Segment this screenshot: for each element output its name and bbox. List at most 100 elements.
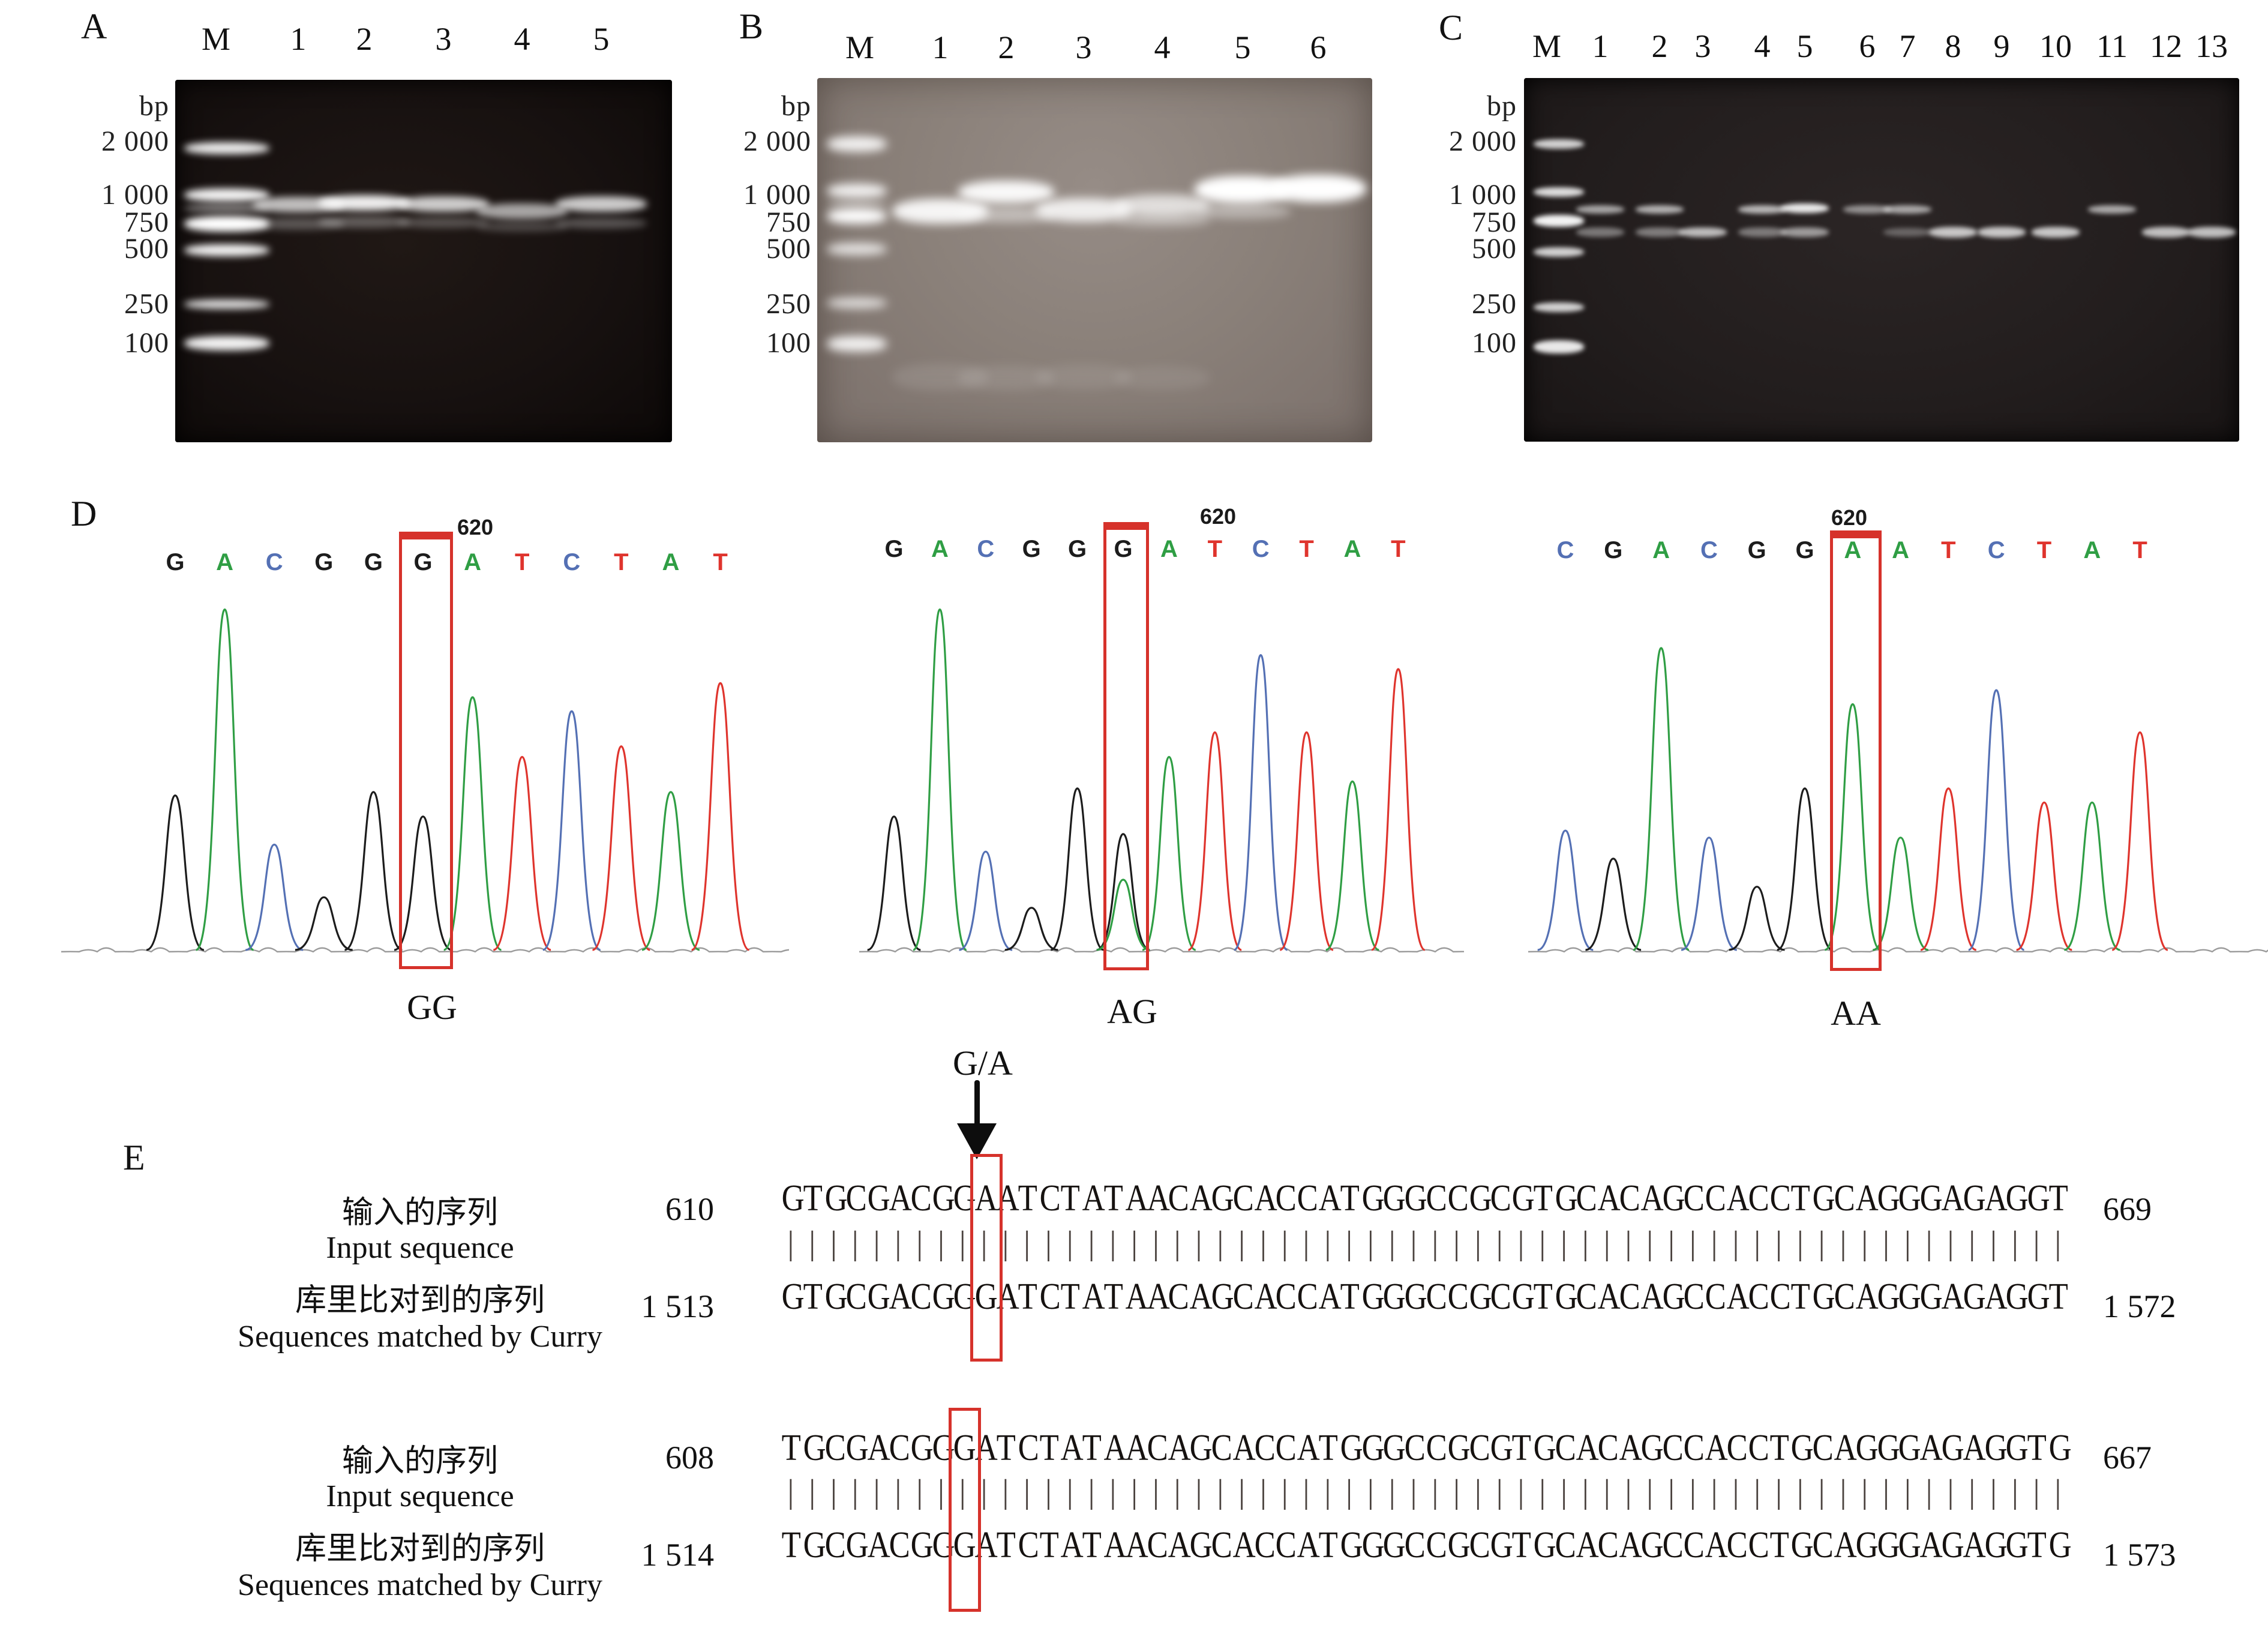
seq-base: T [2027,1525,2047,1566]
match-pipe: | [1582,1225,1589,1262]
marker-label-250: 250 [124,288,169,320]
seq-base: T [803,1276,823,1317]
base-letter-C: C [265,549,283,575]
gel-band [1679,227,1727,237]
match-pipe: | [959,1225,966,1262]
gel-band [1883,228,1931,236]
seq-base: G [1490,1525,1514,1566]
gel-band [476,203,568,219]
seq-base: G [781,1276,805,1317]
seq-base: G [932,1428,955,1468]
match-pipe: | [1195,1473,1202,1510]
seq-base: G [1189,1428,1213,1468]
match-pipe: | [1410,1473,1417,1510]
seq-base: G [2027,1178,2050,1219]
base-letter-C: C [1987,537,2005,563]
match-pipe: | [1539,1225,1546,1262]
seq-base: C [1232,1178,1254,1219]
seq-base: G [846,1525,869,1566]
genotype-label-AG: AG [1107,992,1157,1031]
seq-base: G [1919,1178,1943,1219]
seq-base: A [1984,1276,2008,1317]
position-tag: 620 [1200,504,1237,529]
match-pipe: | [1259,1473,1267,1510]
match-pipe: | [2011,1473,2018,1510]
seq-base: G [1941,1428,1964,1468]
match-pipe: | [1066,1473,1073,1510]
lane-label-c-8: 8 [1945,28,1961,64]
seq-base: G [2006,1276,2029,1317]
match-pipe: | [1861,1225,1868,1262]
seq-base: G [1533,1428,1556,1468]
seq-base: A [1168,1525,1192,1566]
base-letter-G: G [1747,537,1766,563]
match-pipe: | [1539,1473,1546,1510]
seq-base: G [803,1525,826,1566]
seq-base: A [1919,1428,1943,1468]
match-pipe: | [1840,1473,1847,1510]
match-pipe: | [1861,1473,1868,1510]
match-pipe: | [937,1473,945,1510]
seq-base: T [1018,1178,1037,1219]
seq-base: C [1447,1276,1469,1317]
seq-base: G [1941,1525,1964,1566]
seq-base: T [996,1428,1016,1468]
gel-band [827,200,887,208]
match-pipe: | [1367,1473,1375,1510]
seq-base: A [1125,1428,1148,1468]
seq-base: C [1018,1428,1039,1468]
seq-base: T [1791,1178,1811,1219]
lane-label-b-M: M [845,29,874,65]
seq-base: A [1705,1428,1729,1468]
lane-label-a-3: 3 [435,21,452,57]
position-tag: 620 [1831,505,1868,530]
match-pipe: | [809,1225,816,1262]
gel-band [892,363,988,391]
seq-base: G [1382,1428,1406,1468]
base-letter-C: C [1700,537,1718,563]
gel-band [827,136,887,152]
gel-image-c [1524,78,2239,442]
seq-base: C [1662,1525,1684,1566]
seq-base: G [1555,1276,1578,1317]
base-letter-T: T [1207,536,1223,562]
gel-band [319,195,410,211]
seq-base: T [1039,1428,1059,1468]
gel-band [1114,366,1210,390]
lane-label-b-5: 5 [1234,29,1251,65]
base-letter-A: A [1892,537,1910,563]
seq-base: G [1919,1276,1943,1317]
seq-base: C [1748,1276,1769,1317]
seq-base: T [803,1178,823,1219]
gel-band [892,199,988,224]
seq-base: C [1726,1428,1748,1468]
match-pipe: | [1281,1225,1288,1262]
gel-band [184,336,269,350]
match-pipe: | [1754,1473,1761,1510]
seq-base: G [1855,1428,1879,1468]
gel-band [476,222,568,232]
seq-base: T [1018,1276,1037,1317]
seq-base: C [1276,1428,1297,1468]
gel-band [2032,227,2080,238]
seq-base: C [1812,1428,1834,1468]
base-letter-T: T [1299,536,1314,562]
seq-end-number: 1 572 [2103,1288,2176,1324]
match-pipe: | [1754,1225,1761,1262]
gel-band [1978,227,2026,238]
seq-start-number: 1 513 [641,1288,715,1324]
seq-base: A [1705,1525,1729,1566]
base-letter-G: G [314,549,334,575]
input-sequence-label-cn: 输入的序列 [341,1444,498,1479]
gel-band [2142,227,2190,238]
match-pipe: | [1453,1473,1460,1510]
panel-label-a: A [81,7,107,46]
seq-base: T [1103,1178,1123,1219]
marker-label-1 000: 1 000 [743,179,811,211]
seq-base: T [2027,1428,2047,1468]
seq-base: C [846,1276,868,1317]
match-pipe: | [1904,1225,1911,1262]
seq-base: A [1576,1525,1600,1566]
match-pipe: | [830,1225,838,1262]
